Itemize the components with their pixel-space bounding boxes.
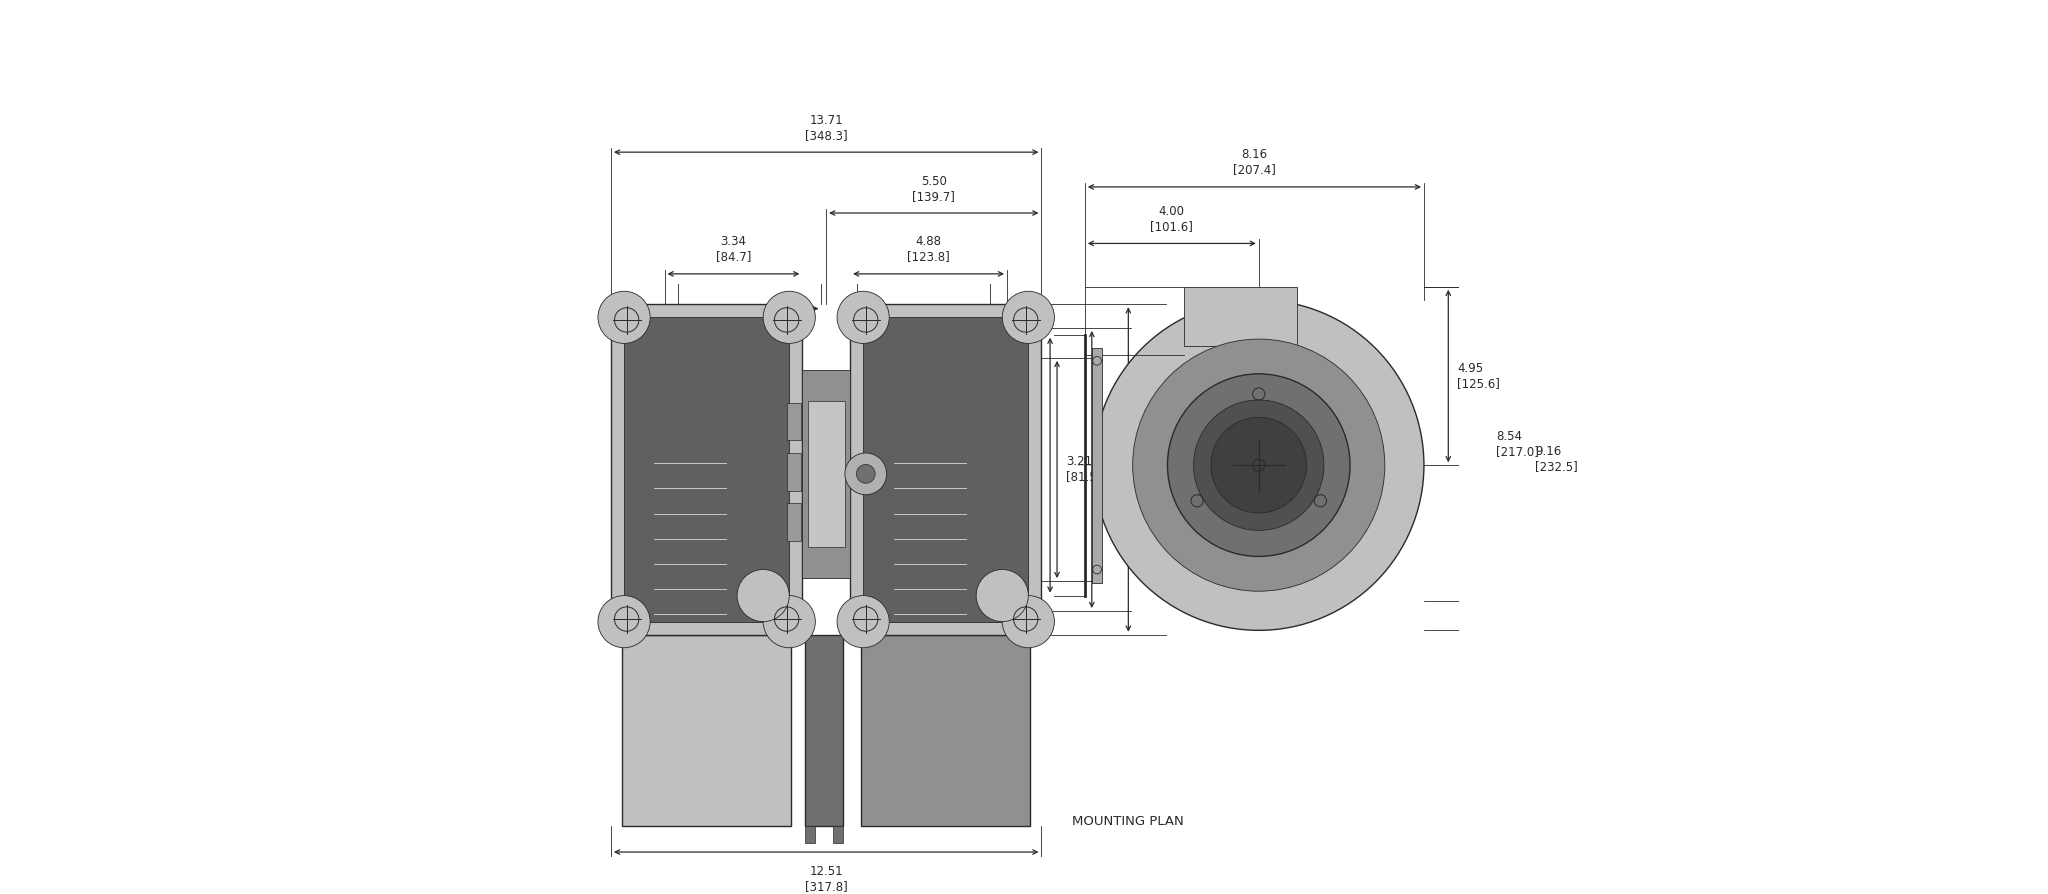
Bar	[862, 317, 1028, 621]
Text: 8.54
[217.0]: 8.54 [217.0]	[1497, 430, 1538, 458]
Text: 8.16
[207.4]: 8.16 [207.4]	[1233, 148, 1276, 176]
Bar	[1092, 348, 1102, 583]
Text: 5.50
[139.7]: 5.50 [139.7]	[911, 174, 954, 203]
Circle shape	[598, 291, 649, 343]
Text: 9.16
[232.5]: 9.16 [232.5]	[1536, 444, 1577, 473]
Circle shape	[1210, 417, 1307, 513]
Bar	[625, 317, 788, 621]
Circle shape	[1167, 374, 1350, 556]
Circle shape	[1133, 339, 1384, 591]
Bar	[805, 635, 844, 826]
Text: 4.26
[108.1]: 4.26 [108.1]	[901, 322, 944, 350]
Circle shape	[1194, 400, 1323, 530]
Bar	[807, 401, 846, 547]
Circle shape	[764, 291, 815, 343]
Text: 4.88
[123.8]: 4.88 [123.8]	[907, 235, 950, 264]
Text: 12.51
[317.8]: 12.51 [317.8]	[805, 865, 848, 893]
Text: 4.95
[125.6]: 4.95 [125.6]	[1456, 362, 1499, 390]
Bar	[834, 826, 844, 843]
Circle shape	[1001, 291, 1055, 343]
Circle shape	[598, 595, 649, 648]
Text: MOUNTING PLAN: MOUNTING PLAN	[1071, 815, 1184, 828]
Bar	[850, 304, 1040, 635]
Text: 4.38
[111.1]: 4.38 [111.1]	[1137, 456, 1180, 484]
Circle shape	[838, 595, 889, 648]
Bar	[623, 635, 791, 826]
Circle shape	[838, 291, 889, 343]
Circle shape	[1094, 300, 1423, 630]
Bar	[786, 403, 801, 441]
Text: 4.00
[101.6]: 4.00 [101.6]	[1151, 205, 1194, 233]
Bar	[803, 369, 850, 578]
Text: 3.21
[81.5]: 3.21 [81.5]	[1065, 456, 1102, 484]
Circle shape	[977, 569, 1028, 621]
Text: 3.34
[84.7]: 3.34 [84.7]	[715, 235, 752, 264]
Circle shape	[737, 569, 788, 621]
Text: 13.71
[348.3]: 13.71 [348.3]	[805, 114, 848, 142]
Text: 3.96
[100.5]: 3.96 [100.5]	[729, 322, 770, 350]
Circle shape	[856, 465, 874, 484]
Polygon shape	[1184, 287, 1296, 346]
Circle shape	[846, 453, 887, 494]
Bar	[805, 826, 815, 843]
Bar	[610, 304, 803, 635]
Text: 3.75
[95.2]: 3.75 [95.2]	[1100, 456, 1137, 484]
Bar	[850, 468, 866, 479]
Circle shape	[1001, 595, 1055, 648]
Bar	[862, 635, 1030, 826]
Circle shape	[764, 595, 815, 648]
Bar	[786, 503, 801, 541]
Bar	[786, 453, 801, 491]
Text: 4.38
[111.1]: 4.38 [111.1]	[997, 451, 1040, 479]
